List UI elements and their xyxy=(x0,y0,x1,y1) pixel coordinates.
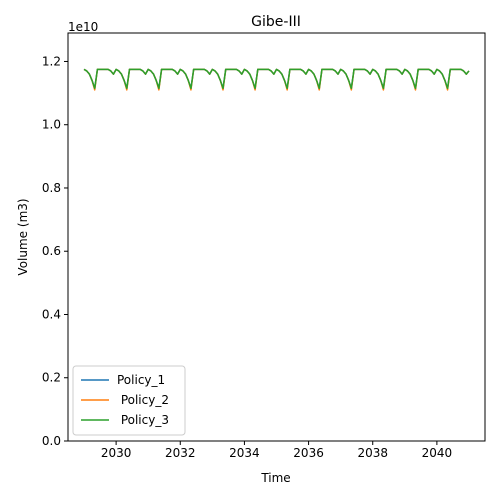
legend-label-3: Policy_3 xyxy=(117,413,169,427)
legend-box xyxy=(72,365,186,436)
y-tick-label: 0.2 xyxy=(42,371,61,385)
chart-title: Gibe-III xyxy=(251,14,301,30)
y-axis-label: Volume (m3) xyxy=(16,198,30,275)
series-layer xyxy=(83,68,470,91)
plot-frame xyxy=(67,32,486,442)
y-offset-text: 1e10 xyxy=(68,20,98,34)
x-tick-label: 2040 xyxy=(422,446,453,460)
y-tick-label: 1.0 xyxy=(42,118,61,132)
y-tick-label: 0.0 xyxy=(42,434,61,448)
x-axis-label: Time xyxy=(260,471,290,485)
x-tick-label: 2038 xyxy=(357,446,388,460)
y-tick-label: 0.4 xyxy=(42,307,61,321)
x-tick-label: 2034 xyxy=(229,446,260,460)
y-tick-label: 0.8 xyxy=(42,181,61,195)
y-tick-label: 0.6 xyxy=(42,244,61,258)
legend-label-2: Policy_2 xyxy=(117,393,169,407)
x-tick-label: 2030 xyxy=(101,446,132,460)
x-axis: 2030 2032 2034 2036 2038 2040 xyxy=(101,441,452,460)
legend-label-1: Policy_1 xyxy=(117,373,165,387)
x-tick-label: 2036 xyxy=(293,446,324,460)
series-line-3 xyxy=(83,68,470,90)
legend: Policy_1 Policy_2 Policy_3 xyxy=(72,365,186,436)
y-axis: 0.0 0.2 0.4 0.6 0.8 1.0 1.2 xyxy=(42,54,68,448)
y-tick-label: 1.2 xyxy=(42,54,61,68)
x-tick-label: 2032 xyxy=(165,446,196,460)
